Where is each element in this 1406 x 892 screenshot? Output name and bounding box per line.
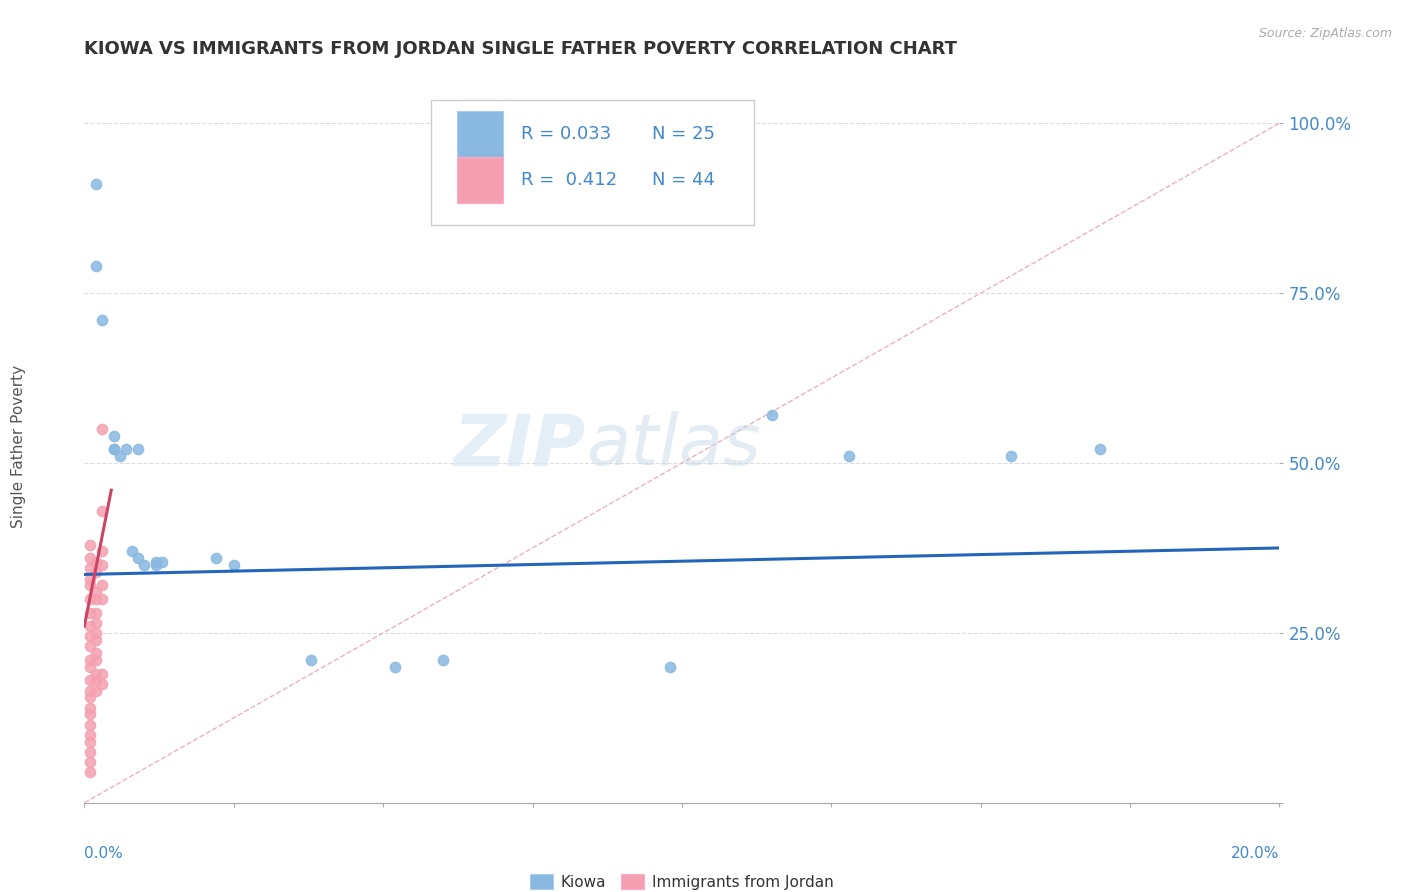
Point bbox=[384, 660, 406, 674]
Text: R =  0.412: R = 0.412 bbox=[520, 171, 617, 189]
Point bbox=[86, 632, 108, 647]
Point bbox=[91, 503, 114, 517]
Point bbox=[103, 429, 125, 443]
Point bbox=[91, 578, 114, 592]
Point bbox=[79, 707, 101, 722]
Point bbox=[127, 551, 149, 566]
Point bbox=[79, 578, 101, 592]
Point bbox=[79, 619, 101, 633]
Point bbox=[659, 660, 682, 674]
Point bbox=[150, 555, 173, 569]
Point bbox=[86, 653, 108, 667]
Point bbox=[79, 660, 101, 674]
Point bbox=[86, 555, 108, 569]
Text: 0.0%: 0.0% bbox=[84, 846, 124, 861]
Point bbox=[205, 551, 228, 566]
Point bbox=[79, 717, 101, 731]
Point bbox=[838, 449, 860, 463]
Point bbox=[79, 755, 101, 769]
Point bbox=[91, 677, 114, 691]
Point bbox=[91, 544, 114, 558]
Text: N = 44: N = 44 bbox=[652, 171, 716, 189]
Point bbox=[301, 653, 323, 667]
Point bbox=[86, 673, 108, 688]
Point bbox=[86, 565, 108, 579]
Point bbox=[103, 442, 125, 457]
Point bbox=[86, 591, 108, 606]
Point bbox=[91, 558, 114, 572]
Point bbox=[79, 673, 101, 688]
Bar bbox=[457, 111, 503, 157]
Point bbox=[86, 646, 108, 660]
Point bbox=[86, 626, 108, 640]
Point bbox=[127, 442, 149, 457]
Text: Source: ZipAtlas.com: Source: ZipAtlas.com bbox=[1258, 27, 1392, 40]
Point bbox=[91, 313, 114, 327]
Point bbox=[79, 561, 101, 575]
Point bbox=[79, 537, 101, 551]
Point bbox=[86, 683, 108, 698]
Point bbox=[86, 585, 108, 599]
Point bbox=[79, 640, 101, 654]
Point bbox=[79, 653, 101, 667]
Point bbox=[86, 606, 108, 620]
Point bbox=[432, 653, 454, 667]
Point bbox=[79, 629, 101, 643]
Point bbox=[86, 178, 108, 192]
Point bbox=[132, 558, 156, 572]
Point bbox=[91, 422, 114, 436]
Point bbox=[79, 606, 101, 620]
Point bbox=[91, 591, 114, 606]
Point bbox=[79, 734, 101, 748]
Point bbox=[1000, 449, 1022, 463]
Legend: Kiowa, Immigrants from Jordan: Kiowa, Immigrants from Jordan bbox=[524, 868, 839, 892]
Point bbox=[103, 442, 125, 457]
Point bbox=[79, 765, 101, 780]
Point bbox=[145, 555, 167, 569]
Text: N = 25: N = 25 bbox=[652, 125, 716, 143]
Bar bbox=[457, 157, 503, 203]
Point bbox=[86, 259, 108, 273]
Point bbox=[115, 442, 138, 457]
Text: R = 0.033: R = 0.033 bbox=[520, 125, 610, 143]
Text: KIOWA VS IMMIGRANTS FROM JORDAN SINGLE FATHER POVERTY CORRELATION CHART: KIOWA VS IMMIGRANTS FROM JORDAN SINGLE F… bbox=[84, 40, 957, 58]
Point bbox=[86, 666, 108, 681]
Text: 20.0%: 20.0% bbox=[1232, 846, 1279, 861]
Text: ZIP: ZIP bbox=[454, 411, 586, 481]
Point bbox=[79, 728, 101, 742]
Point bbox=[91, 666, 114, 681]
Point bbox=[79, 591, 101, 606]
Point bbox=[79, 683, 101, 698]
Point bbox=[79, 551, 101, 566]
Point bbox=[1088, 442, 1111, 457]
Point bbox=[79, 690, 101, 705]
Point bbox=[121, 544, 143, 558]
Point bbox=[110, 449, 132, 463]
Point bbox=[222, 558, 245, 572]
Text: Single Father Poverty: Single Father Poverty bbox=[11, 365, 27, 527]
Point bbox=[145, 558, 167, 572]
Point bbox=[761, 409, 783, 423]
Point bbox=[79, 572, 101, 586]
Text: atlas: atlas bbox=[586, 411, 761, 481]
Point bbox=[86, 615, 108, 630]
Point bbox=[79, 700, 101, 714]
Point bbox=[79, 745, 101, 759]
FancyBboxPatch shape bbox=[430, 100, 754, 225]
